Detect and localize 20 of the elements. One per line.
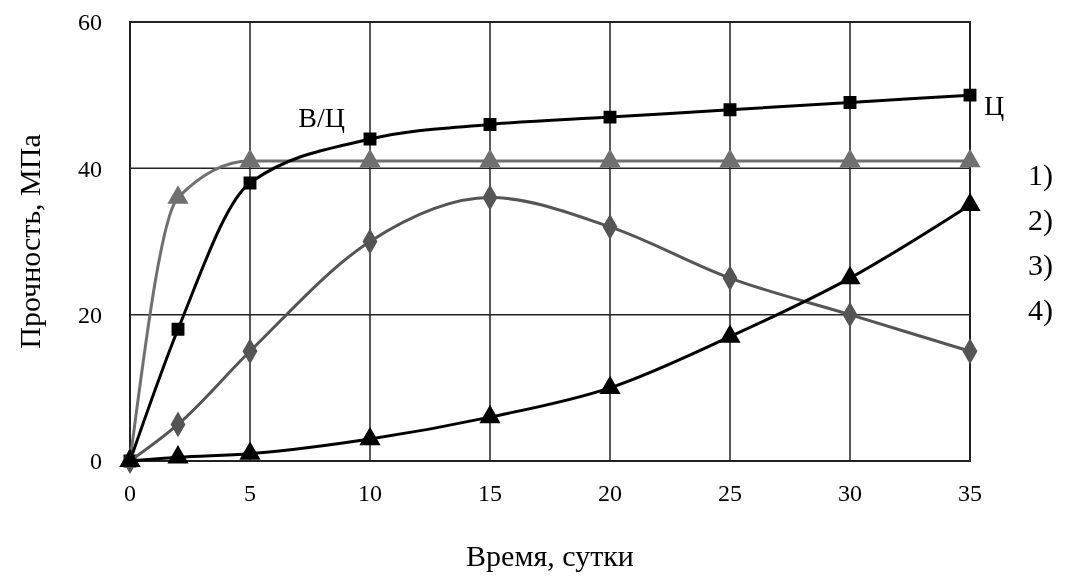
x-tick-label: 15	[478, 480, 502, 506]
x-tick-label: 35	[958, 480, 982, 506]
y-tick-label: 0	[90, 448, 102, 475]
text: 2)	[1028, 203, 1053, 237]
y-tick-label: 60	[78, 9, 102, 36]
y-tick-label: 20	[78, 302, 102, 329]
annotation: Ц	[984, 90, 1005, 122]
x-tick-label: 30	[838, 480, 862, 506]
text: 3)	[1028, 248, 1053, 282]
x-tick-label: 10	[358, 480, 382, 506]
x-axis-title: Время, сутки	[466, 539, 634, 572]
x-tick-label: 0	[124, 480, 136, 506]
annotation: В/Ц	[298, 102, 345, 134]
y-axis-title: Прочность, МПа	[13, 134, 46, 349]
x-tick-label: 20	[598, 480, 622, 506]
text: 1)	[1028, 158, 1053, 192]
x-tick-label: 5	[244, 480, 256, 506]
y-tick-label: 40	[78, 155, 102, 182]
x-tick-label: 25	[718, 480, 742, 506]
text: 4)	[1028, 293, 1053, 327]
